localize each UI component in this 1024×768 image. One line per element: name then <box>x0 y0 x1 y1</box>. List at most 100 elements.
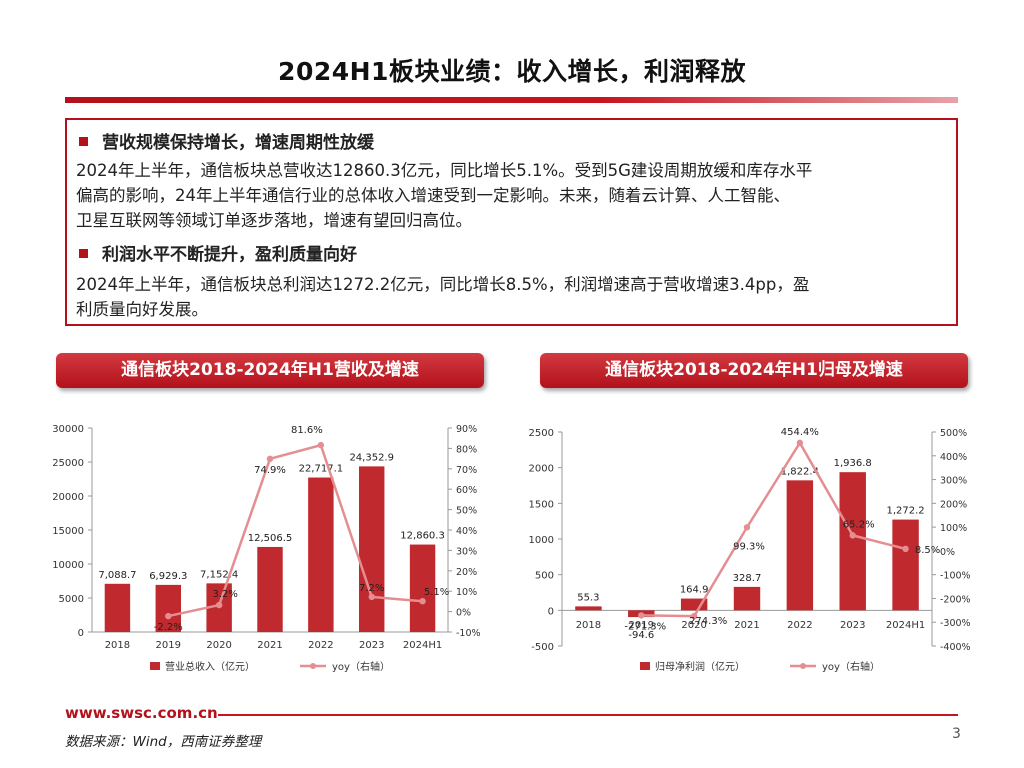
yoy-value-label: 5.1% <box>424 587 449 598</box>
right-axis-tick-label: -10% <box>456 628 480 639</box>
right-axis-tick-label: 30% <box>456 546 477 557</box>
title-underline <box>65 97 958 103</box>
yoy-value-label: -271.3% <box>624 621 666 632</box>
bar-value-label: -94.6 <box>628 630 654 641</box>
x-category-label: 2024H1 <box>403 640 442 651</box>
right-axis-tick-label: 10% <box>456 587 477 598</box>
summary-line: 2024年上半年，通信板块总营收达12860.3亿元，同比增长5.1%。受到5G… <box>76 161 813 180</box>
yoy-line <box>168 443 423 618</box>
bar-value-label: 24,352.9 <box>349 452 394 463</box>
yoy-point <box>902 545 909 553</box>
revenue-chart: 0 5000 10000 15000 20000 25000 30000 -10% 0% 10% 2… <box>52 424 480 673</box>
x-category-label: 2020 <box>206 640 231 651</box>
yoy-point <box>743 524 751 531</box>
left-axis-tick-label: 1500 <box>529 499 554 510</box>
yoy-value-label: 74.9% <box>254 465 286 476</box>
legend-bar-label: 营业总收入（亿元） <box>165 660 255 673</box>
right-axis-tick-label: 20% <box>456 567 477 578</box>
bar-value-label: 7,152.4 <box>200 569 238 580</box>
right-axis-tick-label: 100% <box>940 523 967 534</box>
legend-bar-swatch <box>150 662 160 670</box>
summary-heading-revenue-text: 营收规模保持增长，增速周期性放缓 <box>102 133 374 153</box>
left-axis-tick-label: 1000 <box>529 535 554 546</box>
bar-value-label: 7,088.7 <box>98 570 136 581</box>
legend-line-label: yoy（右轴） <box>822 660 880 673</box>
yoy-point <box>419 597 426 605</box>
page-title: 2024H1板块业绩：收入增长，利润释放 <box>278 57 746 86</box>
bar <box>733 586 761 611</box>
yoy-point <box>266 455 274 463</box>
page-number: 3 <box>952 726 961 742</box>
right-axis-tick-label: 50% <box>456 506 477 517</box>
summary-box: 营收规模保持增长，增速周期性放缓 2024年上半年，通信板块总营收达12860.… <box>65 118 958 326</box>
right-axis-tick-label: 0% <box>940 547 955 558</box>
bar <box>839 472 866 611</box>
legend-line-label: yoy（右轴） <box>332 660 390 673</box>
x-category-label: 2024H1 <box>886 620 925 631</box>
left-axis-tick-label: 5000 <box>59 594 84 605</box>
left-axis-tick-label: -500 <box>531 642 554 653</box>
right-axis-tick-label: -300% <box>940 618 971 629</box>
bar-value-label: 164.9 <box>680 585 709 596</box>
bar-value-label: 12,860.3 <box>400 531 445 542</box>
yoy-value-label: 99.3% <box>733 541 765 552</box>
website-link[interactable]: www.swsc.com.cn <box>65 704 218 722</box>
bar <box>892 519 919 611</box>
right-axis-tick-label: 80% <box>456 444 477 455</box>
right-axis-tick-label: 60% <box>456 485 477 496</box>
bar-value-label: 328.7 <box>733 573 762 584</box>
x-category-label: 2022 <box>787 620 812 631</box>
yoy-point <box>690 612 698 620</box>
left-axis-tick-label: 10000 <box>52 560 84 571</box>
yoy-point <box>165 612 172 620</box>
summary-paragraph-revenue: 2024年上半年，通信板块总营收达12860.3亿元，同比增长5.1%。受到5G… <box>76 158 952 233</box>
summary-heading-revenue: 营收规模保持增长，增速周期性放缓 <box>79 128 374 153</box>
footer-rule <box>218 714 958 716</box>
bar-value-label: 12,506.5 <box>248 533 293 544</box>
right-axis-tick-label: 0% <box>456 608 471 619</box>
bar <box>155 584 181 632</box>
source-note: 数据来源：Wind，西南证券整理 <box>65 734 262 750</box>
yoy-point <box>215 601 223 609</box>
yoy-point <box>849 532 856 539</box>
yoy-value-label: 274.3% <box>689 616 727 627</box>
x-category-label: 2021 <box>257 640 282 651</box>
bullet-square-icon <box>79 137 88 146</box>
summary-line: 利质量向好发展。 <box>76 300 208 319</box>
bar-value-label: 1,936.8 <box>834 458 872 469</box>
summary-heading-profit-text: 利润水平不断提升，盈利质量向好 <box>102 245 357 265</box>
legend-line-marker <box>310 663 316 669</box>
summary-line: 卫星互联网等领域订单逐步落地，增速有望回归高位。 <box>76 211 472 230</box>
right-axis-tick-label: -200% <box>940 594 971 605</box>
profit-chart: -500 0 500 1000 1500 2000 2500 -400% -300% -200% -… <box>529 427 971 673</box>
bar <box>409 544 436 632</box>
chart-title-profit: 通信板块2018-2024年H1归母及增速 <box>540 353 968 388</box>
left-axis-tick-label: 0 <box>78 628 84 639</box>
chart-title-revenue: 通信板块2018-2024年H1营收及增速 <box>56 353 484 388</box>
yoy-point <box>638 612 645 619</box>
right-axis-tick-label: 500% <box>940 428 967 439</box>
yoy-value-label: 454.4% <box>781 427 819 438</box>
right-axis-tick-label: 300% <box>940 476 967 487</box>
left-axis-tick-label: 20000 <box>52 492 84 503</box>
x-category-label: 2020 <box>681 620 706 631</box>
bullet-square-icon <box>79 249 88 258</box>
yoy-value-label: 81.6% <box>291 425 323 436</box>
left-axis-tick-label: 25000 <box>52 458 84 469</box>
left-axis-tick-label: 2000 <box>529 464 554 475</box>
summary-line: 偏高的影响，24年上半年通信行业的总体收入增速受到一定影响。未来，随着云计算、人… <box>76 186 790 205</box>
legend-line-marker <box>800 663 806 669</box>
x-category-label: 2019 <box>629 620 654 631</box>
bar <box>786 480 814 611</box>
bar <box>257 546 283 632</box>
left-axis-tick-label: 30000 <box>52 424 84 435</box>
left-axis-tick-label: 15000 <box>52 526 84 537</box>
bar-value-label: 6,929.3 <box>149 571 187 582</box>
bar <box>104 583 131 632</box>
x-category-label: 2023 <box>359 640 384 651</box>
yoy-point <box>796 439 804 447</box>
yoy-line <box>641 440 906 618</box>
yoy-point <box>317 441 325 449</box>
summary-heading-profit: 利润水平不断提升，盈利质量向好 <box>79 240 357 265</box>
right-axis-tick-label: 70% <box>456 465 477 476</box>
